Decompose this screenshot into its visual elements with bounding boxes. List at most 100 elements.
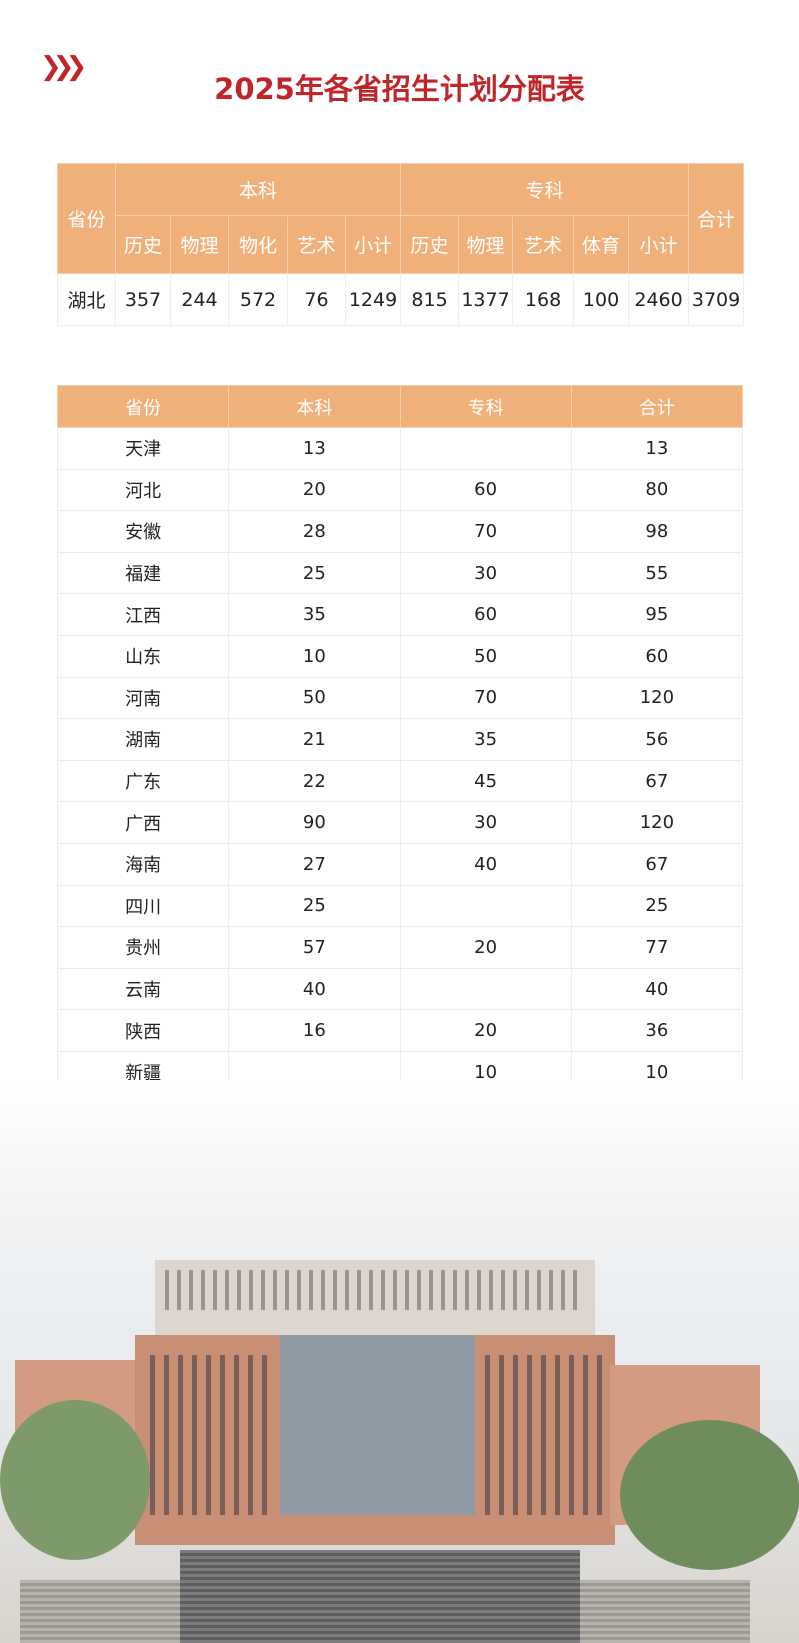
- value-cell: 22: [228, 759, 401, 803]
- table-row: 广东 22 45 67: [56, 759, 744, 803]
- value-cell: 30: [399, 551, 572, 595]
- value-cell: 40: [399, 842, 572, 886]
- value-cell: [399, 884, 572, 928]
- province-cell: 湖北: [57, 273, 116, 326]
- table-row: 安徽 28 70 98: [56, 510, 744, 553]
- value-cell: 244: [170, 273, 229, 326]
- zhuanke-group-header: 专科: [400, 163, 690, 216]
- value-cell: 357: [115, 273, 171, 326]
- value-cell: 25: [228, 551, 401, 595]
- province-cell: 云南: [56, 967, 230, 1011]
- value-cell: 67: [570, 842, 744, 886]
- subject-header: 艺术: [512, 215, 575, 274]
- value-cell: 28: [228, 510, 401, 553]
- value-cell: 76: [287, 273, 346, 326]
- column-header: 专科: [399, 385, 572, 428]
- subject-header: 艺术: [287, 215, 346, 274]
- subject-header: 物理: [170, 215, 229, 274]
- province-cell: 福建: [56, 551, 230, 595]
- subject-header: 历史: [400, 215, 460, 274]
- table-row: 海南 27 40 67: [56, 842, 744, 886]
- table-row: 陕西 16 20 36: [56, 1009, 744, 1052]
- value-cell: [399, 427, 572, 470]
- value-cell: 80: [570, 468, 744, 512]
- province-cell: 四川: [56, 884, 230, 928]
- column-header: 省份: [56, 385, 230, 428]
- province-cell: 河南: [56, 676, 230, 720]
- value-cell: 120: [570, 801, 744, 844]
- province-cell: 广东: [56, 759, 230, 803]
- table-row: 河北 20 60 80: [56, 468, 744, 512]
- value-cell: 40: [570, 967, 744, 1011]
- value-cell: 90: [228, 801, 401, 844]
- value-cell: 50: [228, 676, 401, 720]
- value-cell: 13: [570, 427, 744, 470]
- value-cell: 30: [399, 801, 572, 844]
- table-row: 湖南 21 35 56: [56, 718, 744, 761]
- value-cell: 36: [570, 1009, 744, 1052]
- value-cell: 815: [400, 273, 460, 326]
- table-row: 贵州 57 20 77: [56, 926, 744, 969]
- province-cell: 山东: [56, 634, 230, 678]
- table-row: 四川 25 25: [56, 884, 744, 928]
- value-cell: 20: [399, 1009, 572, 1052]
- value-cell: 3709: [688, 273, 745, 326]
- table-row: 天津 13 13: [56, 427, 744, 470]
- value-cell: 35: [399, 718, 572, 761]
- province-plan-table: 省份 本科 专科 合计 天津 13 13 河北 20 60 80 安徽 28 70 98 福建 25 30 55 江…: [56, 385, 744, 1136]
- subject-header: 物化: [228, 215, 288, 274]
- value-cell: 25: [570, 884, 744, 928]
- table-row: 河南 50 70 120: [56, 676, 744, 720]
- table-row: 山东 10 50 60: [56, 634, 744, 678]
- value-cell: 50: [399, 634, 572, 678]
- value-cell: 70: [399, 676, 572, 720]
- value-cell: 77: [570, 926, 744, 969]
- page-title: 2025年各省招生计划分配表: [214, 72, 585, 106]
- total-header: 合计: [688, 163, 745, 274]
- value-cell: 20: [228, 468, 401, 512]
- value-cell: 2460: [628, 273, 690, 326]
- value-cell: 20: [399, 926, 572, 969]
- province-header: 省份: [57, 163, 116, 274]
- value-cell: 56: [570, 718, 744, 761]
- table-row: 江西 35 60 95: [56, 593, 744, 636]
- benke-group-header: 本科: [114, 163, 402, 216]
- hubei-plan-table: 省份 本科 专科 合计 历史 物理 物化 艺术 小计 历史 物理 艺术 体育 小计 湖北 357 24…: [57, 163, 745, 326]
- value-cell: 70: [399, 510, 572, 553]
- value-cell: 1249: [344, 273, 402, 326]
- province-cell: 广西: [56, 801, 230, 844]
- province-cell: 贵州: [56, 926, 230, 969]
- province-cell: 江西: [56, 593, 230, 636]
- province-cell: 陕西: [56, 1009, 230, 1052]
- value-cell: 35: [228, 593, 401, 636]
- value-cell: 1377: [458, 273, 514, 326]
- value-cell: 21: [228, 718, 401, 761]
- value-cell: 25: [228, 884, 401, 928]
- value-cell: 10: [228, 634, 401, 678]
- value-cell: 60: [399, 468, 572, 512]
- province-cell: 安徽: [56, 510, 230, 553]
- table-row: 福建 25 30 55: [56, 551, 744, 595]
- value-cell: 120: [570, 676, 744, 720]
- province-cell: 海南: [56, 842, 230, 886]
- value-cell: 55: [570, 551, 744, 595]
- value-cell: 572: [228, 273, 288, 326]
- province-cell: 湖南: [56, 718, 230, 761]
- column-header: 合计: [570, 385, 744, 428]
- value-cell: 40: [228, 967, 401, 1011]
- table-row: 广西 90 30 120: [56, 801, 744, 844]
- value-cell: 100: [573, 273, 630, 326]
- value-cell: 168: [512, 273, 575, 326]
- value-cell: 60: [399, 593, 572, 636]
- subject-header: 体育: [573, 215, 630, 274]
- column-header: 本科: [228, 385, 401, 428]
- value-cell: 45: [399, 759, 572, 803]
- province-cell: 天津: [56, 427, 230, 470]
- subject-header: 小计: [628, 215, 690, 274]
- value-cell: [399, 967, 572, 1011]
- table-row: 云南 40 40: [56, 967, 744, 1011]
- value-cell: 67: [570, 759, 744, 803]
- value-cell: 98: [570, 510, 744, 553]
- value-cell: 27: [228, 842, 401, 886]
- province-cell: 河北: [56, 468, 230, 512]
